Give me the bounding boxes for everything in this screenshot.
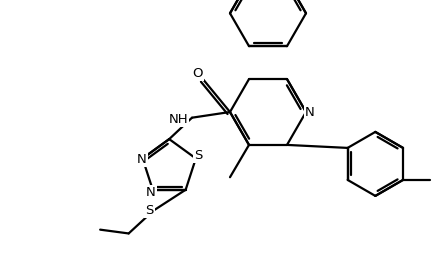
Text: N: N (137, 153, 146, 166)
Text: S: S (194, 149, 202, 162)
Text: N: N (305, 106, 315, 119)
Text: NH: NH (168, 113, 188, 126)
Text: S: S (145, 204, 154, 217)
Text: O: O (192, 67, 202, 80)
Text: N: N (146, 186, 155, 199)
